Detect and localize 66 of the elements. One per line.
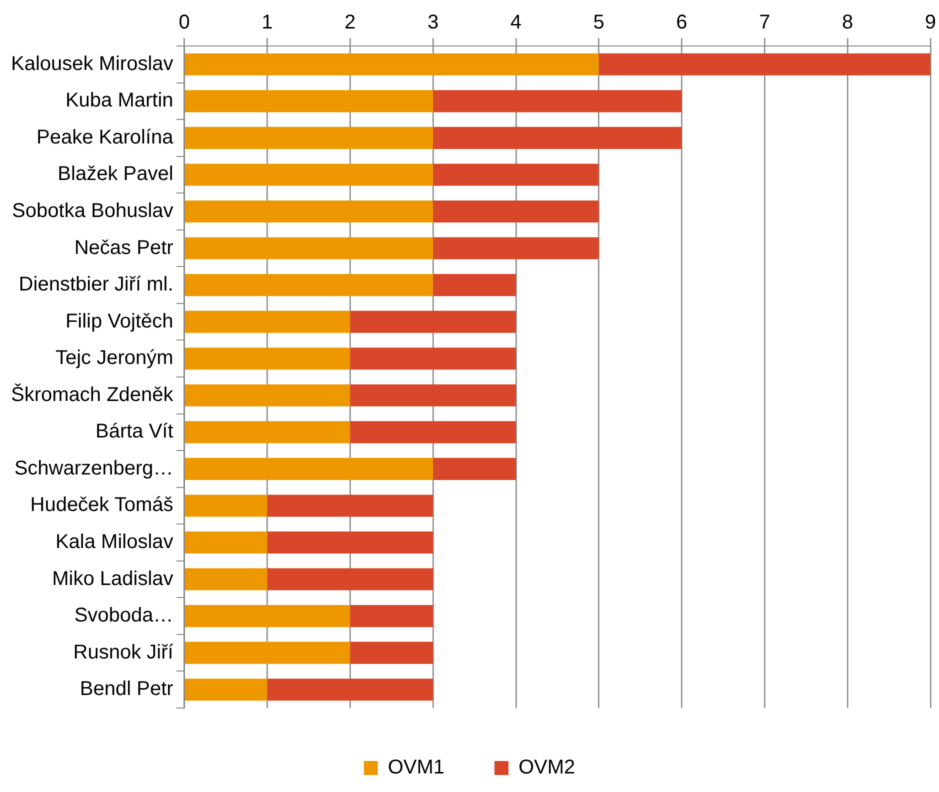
bar — [350, 310, 516, 333]
y-tick-label: Kalousek Miroslav — [11, 52, 174, 75]
bar — [350, 605, 434, 628]
legend-label: OVM1 — [388, 756, 445, 779]
y-tick-label: Tejc Jeroným — [55, 347, 174, 370]
bar — [350, 384, 516, 406]
x-tick-label: 1 — [262, 12, 273, 34]
bar — [433, 164, 599, 186]
bar — [598, 53, 930, 76]
legend-label: OVM2 — [518, 756, 576, 779]
bar — [433, 237, 599, 260]
bar — [184, 237, 434, 260]
y-tick-label: Hudeček Tomáš — [30, 494, 174, 516]
bar — [184, 310, 350, 333]
bar — [184, 494, 268, 517]
bar — [350, 348, 516, 370]
y-tick-label: Sobotka Bohuslav — [12, 200, 174, 222]
bar — [184, 568, 268, 590]
y-tick-label: Bárta Vít — [95, 420, 174, 443]
y-tick-label: Miko Ladislav — [52, 568, 174, 590]
bar — [184, 90, 434, 112]
bar — [350, 642, 434, 664]
bar — [184, 678, 268, 701]
bar — [433, 458, 516, 480]
bar — [350, 421, 516, 444]
bar — [267, 678, 434, 701]
bar — [433, 126, 682, 149]
bar — [184, 384, 350, 406]
bar — [184, 531, 268, 554]
bar — [267, 568, 434, 590]
bar — [184, 421, 350, 444]
x-tick-label: 5 — [593, 12, 604, 34]
bar — [267, 494, 434, 517]
y-tick-label: Rusnok Jiří — [73, 641, 174, 664]
y-tick-label: Blažek Pavel — [58, 163, 174, 186]
y-tick-label: Peake Karolína — [36, 126, 174, 148]
y-tick-label: Škromach Zdeněk — [11, 382, 174, 406]
bar — [184, 458, 434, 480]
x-tick-label: 9 — [924, 12, 936, 34]
bar — [184, 164, 434, 186]
bar — [184, 642, 350, 664]
bar — [184, 274, 434, 296]
x-tick-label: 0 — [178, 12, 190, 34]
y-tick-label: Svoboda… — [74, 604, 174, 627]
y-tick-label: Kala Miloslav — [55, 531, 174, 554]
y-tick-label: Nečas Petr — [74, 236, 174, 259]
bar — [184, 200, 434, 223]
bar — [184, 605, 350, 628]
x-tick-label: 3 — [427, 12, 439, 34]
y-tick-label: Filip Vojtěch — [65, 310, 174, 332]
bar — [267, 531, 434, 554]
bar — [433, 200, 599, 223]
y-tick-label: Schwarzenberg… — [14, 457, 174, 480]
x-tick-label: 6 — [676, 12, 688, 34]
x-tick-label: 2 — [344, 12, 356, 34]
bar — [184, 126, 434, 149]
y-tick-label: Bendl Petr — [80, 678, 174, 700]
x-tick-label: 7 — [759, 12, 770, 34]
bar — [184, 53, 599, 76]
bar — [184, 348, 350, 370]
bar — [433, 90, 682, 112]
x-tick-label: 4 — [510, 12, 522, 34]
x-tick-label: 8 — [842, 12, 854, 34]
y-tick-label: Dienstbier Jiří ml. — [18, 274, 174, 296]
bar — [433, 274, 516, 296]
y-tick-label: Kuba Martin — [65, 90, 174, 112]
